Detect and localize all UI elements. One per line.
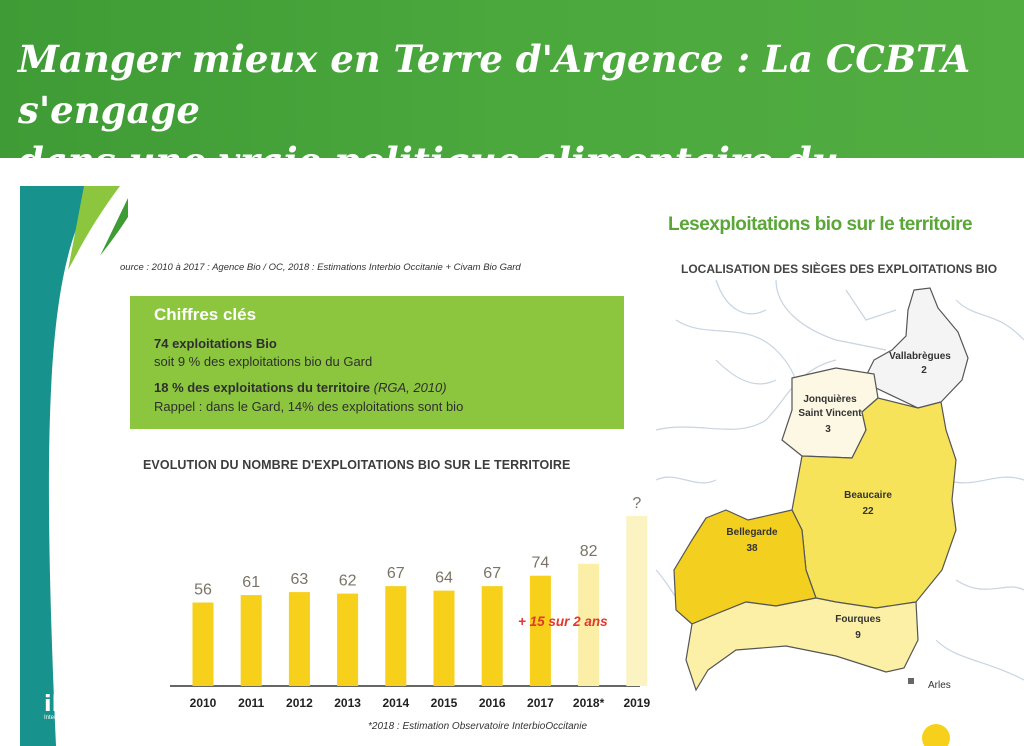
data-label-2013: 62 bbox=[339, 573, 357, 590]
data-label-2016: 67 bbox=[483, 565, 501, 582]
tick-label-2018: 2018* bbox=[573, 696, 605, 710]
key-figure-farms: 74 exploitations Bio bbox=[154, 336, 277, 351]
key-figure-reminder: Rappel : dans le Gard, 14% des exploitat… bbox=[154, 399, 464, 414]
bar-2015 bbox=[433, 590, 455, 686]
map-subtitle: LOCALISATION DES SIÈGES DES EXPLOITATION… bbox=[681, 262, 998, 276]
label-jonquieres-2: Saint Vincent bbox=[798, 408, 862, 419]
bar-chart: 56 2010 61 2011 63 2012 62 2013 67 2014 64 2015 67 20… bbox=[170, 495, 650, 710]
tick-label-2011: 2011 bbox=[238, 696, 264, 710]
label-jonquieres-1: Jonquières bbox=[803, 394, 857, 405]
bar-2013 bbox=[337, 593, 359, 686]
bar-2019 bbox=[626, 516, 648, 686]
bar-2017 bbox=[529, 575, 551, 686]
territory-map: Vallabrègues 2 Jonquières Saint Vincent … bbox=[655, 279, 1024, 692]
tick-label-2010: 2010 bbox=[190, 696, 217, 710]
label-fourques: Fourques bbox=[835, 614, 881, 625]
data-label-2014: 67 bbox=[387, 565, 405, 582]
bar-2011 bbox=[240, 595, 262, 686]
commune-fourques bbox=[685, 597, 919, 692]
key-figure-gard-share: soit 9 % des exploitations bio du Gard bbox=[154, 354, 373, 369]
header-banner: Manger mieux en Terre d'Argence : La CCB… bbox=[0, 0, 1024, 234]
count-fourques: 9 bbox=[855, 630, 861, 641]
bar-2018 bbox=[578, 563, 600, 686]
decorative-teal-band bbox=[20, 186, 128, 746]
data-label-2015: 64 bbox=[435, 570, 453, 587]
logo-text: InterBIOOccitanie bbox=[44, 715, 92, 721]
chart-annotation: + 15 sur 2 ans bbox=[518, 614, 608, 629]
label-beaucaire: Beaucaire bbox=[844, 490, 892, 501]
data-label-2019: ? bbox=[632, 495, 641, 512]
bar-2012 bbox=[288, 592, 310, 686]
data-label-2017: 74 bbox=[532, 555, 550, 572]
bar-2016 bbox=[481, 586, 503, 686]
chart-title: EVOLUTION DU NOMBRE D'EXPLOITATIONS BIO … bbox=[143, 458, 571, 472]
tick-label-2014: 2014 bbox=[382, 696, 409, 710]
arles-marker bbox=[908, 678, 914, 684]
key-figures-title: Chiffres clés bbox=[154, 305, 257, 324]
map-title: Lesexploitations bio sur le territoire bbox=[668, 214, 973, 235]
count-vallabregues: 2 bbox=[921, 365, 927, 376]
label-arles: Arles bbox=[928, 680, 951, 691]
count-bellegarde: 38 bbox=[746, 543, 758, 554]
key-figures-box: Chiffres clés 74 exploitations Bio soit … bbox=[130, 296, 624, 429]
source-note: ource : 2010 à 2017 : Agence Bio / OC, 2… bbox=[120, 262, 521, 273]
commune-vallabregues bbox=[863, 287, 969, 409]
label-bellegarde: Bellegarde bbox=[726, 527, 778, 538]
logo-mark: iBiO bbox=[44, 692, 95, 717]
count-jonquieres: 3 bbox=[825, 424, 831, 435]
tick-label-2015: 2015 bbox=[431, 696, 458, 710]
chart-estimate-note: *2018 : Estimation Observatoire Interbio… bbox=[368, 721, 587, 732]
tick-label-2019: 2019 bbox=[623, 696, 650, 710]
page-title-line-2: dans une vraie politique alimentaire du … bbox=[18, 139, 839, 234]
data-label-2010: 56 bbox=[194, 582, 212, 599]
tick-label-2016: 2016 bbox=[479, 696, 506, 710]
page-title-line-1: Manger mieux en Terre d'Argence : La CCB… bbox=[18, 37, 971, 132]
bar-2010 bbox=[192, 602, 214, 686]
data-label-2011: 61 bbox=[242, 574, 260, 591]
data-label-2018: 82 bbox=[580, 543, 598, 560]
data-label-2012: 63 bbox=[291, 571, 309, 588]
tick-label-2017: 2017 bbox=[527, 696, 554, 710]
tick-label-2012: 2012 bbox=[286, 696, 313, 710]
decorative-yellow-dot bbox=[922, 724, 950, 746]
interbio-logo: iBiO InterBIOOccitanie bbox=[44, 692, 95, 721]
count-beaucaire: 22 bbox=[862, 506, 874, 517]
page-title: Manger mieux en Terre d'Argence : La CCB… bbox=[18, 34, 1018, 238]
tick-label-2013: 2013 bbox=[334, 696, 361, 710]
bar-2014 bbox=[385, 586, 407, 686]
label-vallabregues: Vallabrègues bbox=[889, 351, 951, 362]
key-figure-territory-share: 18 % des exploitations du territoire bbox=[154, 380, 370, 395]
key-figure-source: (RGA, 2010) bbox=[373, 380, 447, 395]
